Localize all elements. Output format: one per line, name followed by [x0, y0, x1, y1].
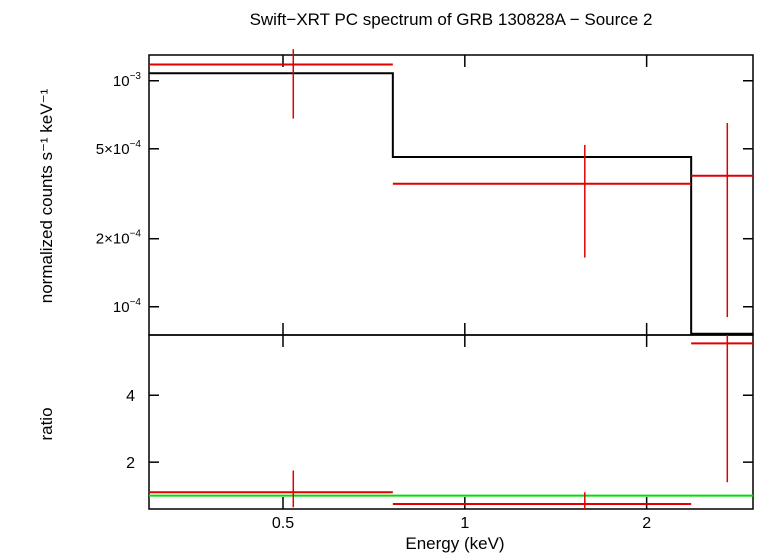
x-tick-label: 2: [642, 515, 651, 532]
y-axis-label-ratio: ratio: [37, 407, 56, 440]
panel-frame-ratio: [148, 334, 754, 510]
y-tick-label-spectrum: 10−4: [113, 297, 142, 316]
y-tick-label-spectrum: 5×10−4: [96, 139, 142, 158]
y-tick-label-spectrum: 10−3: [113, 71, 142, 90]
x-axis-label: Energy (keV): [405, 534, 504, 553]
y-axis-label-spectrum: normalized counts s⁻¹ keV⁻¹: [37, 88, 56, 303]
y-tick-label-ratio: 4: [126, 388, 135, 405]
y-tick-label-ratio: 2: [126, 455, 135, 472]
x-tick-label: 1: [460, 515, 469, 532]
chart-title: Swift−XRT PC spectrum of GRB 130828A − S…: [250, 10, 653, 29]
panel-frame-spectrum: [148, 54, 754, 336]
x-tick-label: 0.5: [272, 515, 294, 532]
y-tick-label-spectrum: 2×10−4: [96, 229, 142, 248]
plot-area: 10−4 2×10−4 5×10−4 10−3 2 4 0.5 1 2: [96, 49, 754, 532]
model-line: [149, 72, 753, 335]
